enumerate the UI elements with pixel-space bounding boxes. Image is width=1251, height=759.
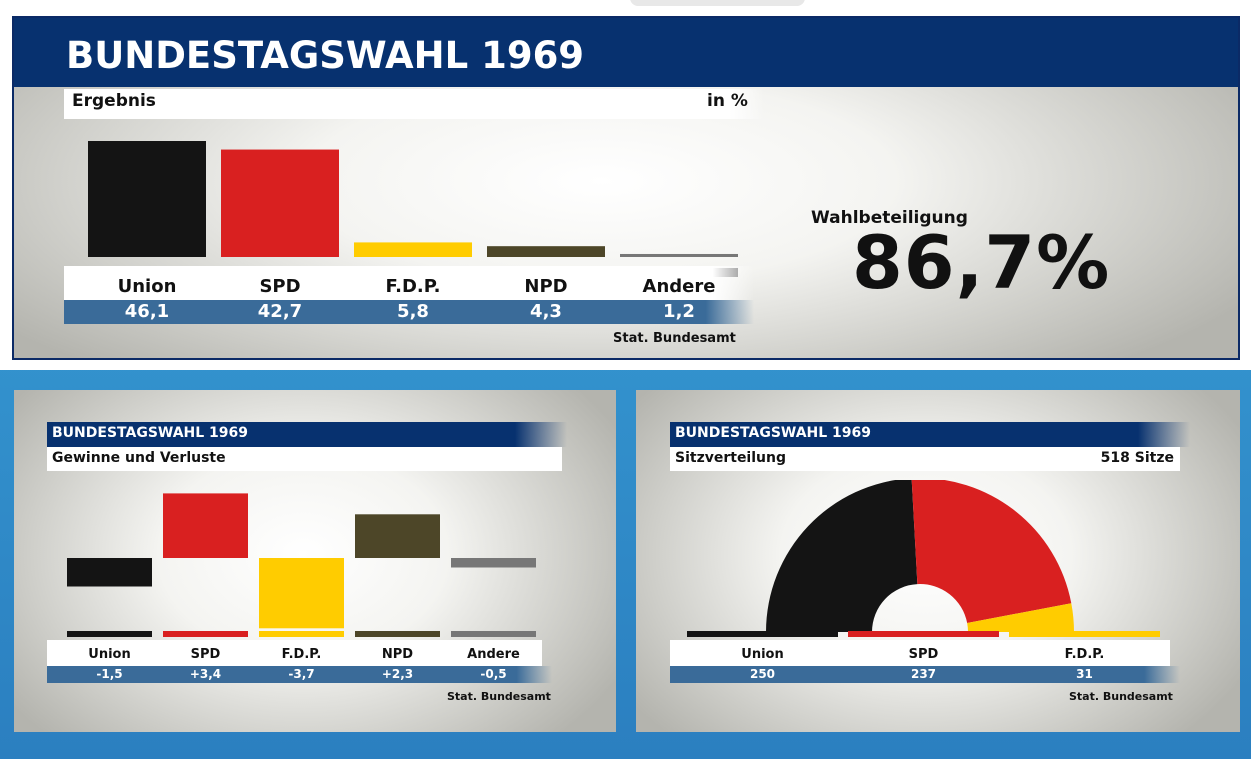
gains-category-label: F.D.P. <box>281 647 322 662</box>
result-value-label: 5,8 <box>397 301 429 322</box>
result-bar <box>487 246 605 257</box>
seats-category-label: F.D.P. <box>1064 647 1105 662</box>
seats-value-label: 31 <box>1076 667 1093 681</box>
gains-bar <box>451 558 536 568</box>
result-category-label: Union <box>117 276 177 297</box>
gains-panel: BUNDESTAGSWAHL 1969 Gewinne und Verluste… <box>14 390 616 732</box>
seats-label-band <box>670 640 1170 666</box>
result-category-label: F.D.P. <box>385 276 441 297</box>
result-value-label: 4,3 <box>530 301 562 322</box>
window-tab <box>630 0 805 6</box>
result-value-label: 1,2 <box>663 301 695 322</box>
gains-value-label: -1,5 <box>96 667 123 681</box>
seats-category-label: SPD <box>908 647 939 662</box>
gains-bar <box>163 493 248 558</box>
seats-subtitle: Sitzverteilung <box>675 450 786 466</box>
gains-bar-underline <box>355 631 440 637</box>
seats-hemicycle <box>687 480 1160 637</box>
gains-value-label: -3,7 <box>288 667 315 681</box>
result-subtitle: Ergebnis <box>72 91 156 111</box>
gains-value-label: +3,4 <box>189 667 222 681</box>
gains-category-label: Andere <box>467 647 520 662</box>
result-bar <box>354 242 472 257</box>
seats-value-label: 237 <box>910 667 937 681</box>
gains-value-label: +2,3 <box>381 667 414 681</box>
result-value-label: 42,7 <box>257 301 303 322</box>
result-label-band <box>64 266 754 300</box>
seats-underline <box>1009 631 1160 637</box>
seats-source: Stat. Bundesamt <box>1069 690 1173 703</box>
gains-bar-underline <box>451 631 536 637</box>
gains-value-band <box>47 666 552 683</box>
result-subtitle-bar: Ergebnis in % <box>64 89 764 119</box>
seats-segment <box>766 480 918 632</box>
result-bar <box>620 253 738 257</box>
gains-subtitle: Gewinne und Verluste <box>52 450 226 466</box>
result-title-bar: BUNDESTAGSWAHL 1969 <box>14 18 1238 87</box>
turnout-label: Wahlbeteiligung <box>811 208 968 228</box>
gains-subtitle-bar: Gewinne und Verluste <box>47 447 562 471</box>
seats-subtitle-bar: Sitzverteilung 518 Sitze <box>670 447 1180 471</box>
turnout-value: 86,7% <box>852 221 1111 306</box>
gains-label-band <box>47 640 542 666</box>
result-category-label: Andere <box>642 276 716 297</box>
result-source: Stat. Bundesamt <box>613 331 736 346</box>
result-value-label: 46,1 <box>124 301 170 322</box>
seats-segment <box>967 603 1074 632</box>
seats-total: 518 Sitze <box>1100 450 1174 466</box>
seats-segment <box>911 480 1072 624</box>
gains-bar <box>67 558 152 587</box>
gains-title-bar: BUNDESTAGSWAHL 1969 <box>47 422 567 447</box>
result-unit: in % <box>707 91 748 111</box>
result-title: BUNDESTAGSWAHL 1969 <box>66 34 585 77</box>
gains-category-label: Union <box>88 647 131 662</box>
gains-bar <box>259 558 344 629</box>
gains-bar-underline <box>67 631 152 637</box>
result-bar <box>88 141 206 257</box>
gains-bar-underline <box>163 631 248 637</box>
result-value-band <box>64 300 754 324</box>
gains-bar <box>355 514 440 558</box>
seats-title-bar: BUNDESTAGSWAHL 1969 <box>670 422 1190 447</box>
seats-underline <box>687 631 838 637</box>
seats-value-band <box>670 666 1180 683</box>
result-bar-chart <box>88 141 738 277</box>
gains-category-label: NPD <box>381 647 414 662</box>
gains-title: BUNDESTAGSWAHL 1969 <box>52 425 249 441</box>
result-category-label: NPD <box>524 276 568 297</box>
result-panel: BUNDESTAGSWAHL 1969 Ergebnis in % Stat. … <box>12 16 1240 360</box>
seats-title: BUNDESTAGSWAHL 1969 <box>675 425 872 441</box>
gains-bar-chart <box>67 493 536 637</box>
seats-panel: BUNDESTAGSWAHL 1969 Sitzverteilung 518 S… <box>636 390 1240 732</box>
seats-value-label: 250 <box>749 667 776 681</box>
gains-source: Stat. Bundesamt <box>447 690 551 703</box>
result-bar <box>221 149 339 257</box>
seats-underline <box>848 631 999 637</box>
result-category-label: SPD <box>259 276 301 297</box>
gains-category-label: SPD <box>190 647 221 662</box>
gains-value-label: -0,5 <box>480 667 507 681</box>
seats-category-label: Union <box>741 647 784 662</box>
gains-bar-underline <box>259 631 344 637</box>
